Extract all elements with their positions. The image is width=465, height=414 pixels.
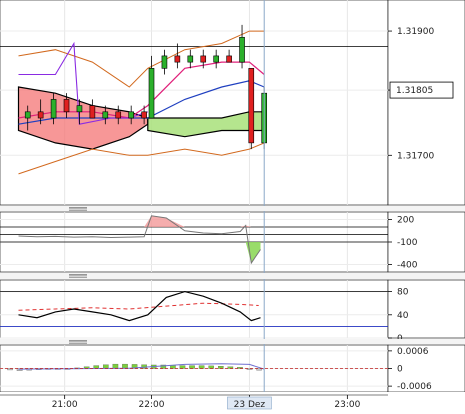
macd-histogram-bar (256, 368, 262, 371)
y-tick-label: 200 (397, 216, 414, 226)
candle-body (128, 111, 134, 119)
y-tick-label: 1.31900 (397, 27, 434, 37)
macd-histogram-bar (189, 365, 195, 369)
bollinger-lower-line (18, 142, 265, 175)
candle-body (148, 68, 155, 119)
macd-histogram-bar (218, 365, 224, 369)
y-tick-label: 1.31700 (397, 151, 434, 161)
panel-splitter[interactable] (0, 273, 465, 279)
y-tick-label: -100 (397, 238, 418, 248)
current-price-label: 1.31805 (396, 86, 433, 96)
y-axis-area (387, 211, 465, 273)
y-tick-label: -0.0006 (397, 382, 432, 392)
candle-body (63, 99, 70, 113)
panel-splitters[interactable] (0, 206, 465, 344)
y-axis-area (387, 279, 465, 339)
macd-histogram-bar (246, 368, 253, 370)
macd-histogram-bar (208, 365, 214, 369)
candle-body (102, 111, 109, 119)
y-tick-label: 80 (397, 288, 409, 298)
current-price-box (389, 81, 454, 99)
x-tick-label: 22:00 (139, 400, 165, 410)
candle-body (213, 55, 219, 63)
x-tick-label: 21:00 (52, 400, 78, 410)
macd-histogram-bar (16, 368, 23, 371)
stoch-k-line (18, 290, 261, 322)
y-axis-area (387, 0, 465, 206)
x-tick-label: 23:00 (334, 400, 360, 410)
candle-body (24, 111, 31, 119)
macd-histogram-bar (160, 364, 167, 369)
macd-histogram-bar (131, 364, 138, 369)
candle-body (50, 99, 57, 119)
candle-body (174, 55, 181, 63)
candle-body (239, 36, 245, 63)
panel-splitter[interactable] (0, 206, 465, 211)
ma-slow-line (18, 80, 265, 125)
stoch-d-line (18, 302, 259, 311)
candle-body (226, 55, 232, 63)
candle-body (187, 55, 194, 63)
macd-panel[interactable]: 0.0006 0 -0.0006 (0, 344, 465, 393)
cci-panel[interactable]: 200 -100 -400 (0, 211, 465, 273)
y-tick-label: 0 (397, 365, 403, 375)
candle-body (37, 111, 44, 119)
candle-body (115, 111, 122, 119)
y-tick-label: 0.0006 (397, 347, 429, 357)
macd-histogram-bar (179, 365, 186, 369)
plot-area (0, 279, 389, 339)
panel-splitter[interactable] (0, 339, 465, 344)
candle-body (200, 55, 207, 63)
candle-body (89, 105, 96, 119)
candle-body (141, 111, 147, 119)
cci-line (18, 215, 261, 265)
y-tick-label: 40 (397, 311, 409, 321)
macd-histogram-bar (198, 365, 205, 369)
y-tick-label: -400 (397, 261, 418, 271)
candle-body (248, 68, 255, 144)
candle-body (76, 105, 83, 113)
x-tick-label: 23 Dez (234, 400, 266, 410)
candle-body (161, 55, 168, 69)
cursor-time-box (227, 396, 272, 410)
macd-histogram-bar (237, 367, 243, 369)
